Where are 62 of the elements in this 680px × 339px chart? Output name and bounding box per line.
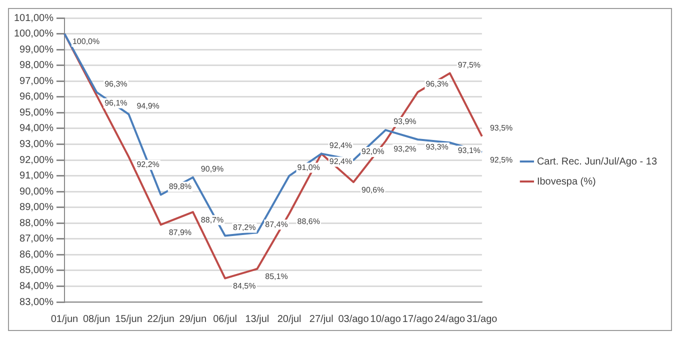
y-tick-label: 101,00% [14, 12, 54, 24]
y-tick-label: 92,00% [20, 154, 54, 166]
y-tick-label: 87,00% [20, 234, 54, 245]
data-label: 89,8% [168, 182, 192, 191]
y-tick-label: 95,00% [20, 107, 54, 118]
x-tick-label: 10/ago [370, 314, 402, 325]
data-label: 92,4% [329, 140, 352, 150]
x-tick-label: 29/jun [179, 314, 207, 325]
y-tick-label: 97,00% [20, 76, 54, 87]
y-tick-label: 94,00% [20, 123, 54, 134]
data-label: 93,9% [394, 117, 416, 126]
legend-label: Ibovespa (%) [536, 176, 596, 188]
x-tick-label: 15/jun [115, 314, 142, 325]
data-label: 93,2% [394, 144, 416, 154]
y-tick-label: 99,00% [20, 44, 54, 56]
x-tick-label: 01/jun [50, 314, 78, 325]
x-tick-label: 08/jun [82, 314, 110, 325]
y-tick-label: 83,00% [20, 296, 54, 308]
y-tick-label: 84,00% [20, 280, 54, 292]
data-label: 100,0% [72, 36, 100, 46]
legend-label: Cart. Rec. Jun/Jul/Ago - 13 [536, 156, 658, 168]
x-tick-label: 06/jul [213, 314, 237, 325]
data-label: 84,5% [233, 282, 256, 291]
data-label: 94,9% [136, 101, 160, 110]
y-tick-label: 91,00% [20, 170, 54, 182]
data-label: 93,1% [458, 146, 481, 155]
data-label: 87,9% [168, 228, 192, 237]
y-tick-label: 88,00% [20, 218, 54, 229]
data-label: 92,5% [490, 155, 513, 164]
data-label: 90,6% [361, 185, 384, 194]
data-label: 96,3% [104, 79, 128, 88]
y-tick-label: 90,00% [20, 186, 54, 198]
data-label: 92,4% [329, 156, 352, 166]
x-tick-label: 03/ago [338, 314, 370, 325]
y-tick-label: 100,00% [14, 28, 54, 40]
data-label: 90,9% [200, 164, 224, 174]
x-tick-label: 20/jul [277, 314, 302, 325]
data-label: 92,0% [361, 147, 384, 156]
data-label: 87,4% [265, 220, 288, 229]
data-label: 93,5% [490, 124, 513, 133]
data-label: 85,1% [265, 272, 288, 282]
data-label: 92,2% [136, 160, 160, 170]
data-label: 87,2% [233, 222, 256, 232]
x-tick-label: 22/jun [147, 314, 174, 325]
y-tick-label: 89,00% [20, 202, 54, 214]
data-label: 91,0% [297, 162, 320, 172]
data-label: 88,7% [200, 215, 224, 224]
x-tick-label: 17/ago [402, 314, 434, 325]
y-tick-label: 85,00% [20, 265, 54, 276]
data-label: 88,6% [297, 216, 320, 226]
data-label: 93,3% [426, 142, 448, 152]
data-label: 96,3% [426, 79, 448, 88]
x-tick-label: 24/ago [434, 314, 466, 325]
y-tick-label: 93,00% [20, 138, 54, 150]
y-tick-label: 96,00% [20, 92, 54, 103]
y-tick-label: 98,00% [20, 60, 54, 72]
y-tick-label: 86,00% [20, 249, 54, 260]
data-label: 97,5% [458, 60, 481, 70]
x-tick-label: 31/ago [466, 314, 498, 325]
x-tick-label: 27/jul [309, 314, 334, 325]
data-label: 96,1% [104, 98, 128, 108]
x-tick-label: 13/jul [245, 314, 270, 325]
